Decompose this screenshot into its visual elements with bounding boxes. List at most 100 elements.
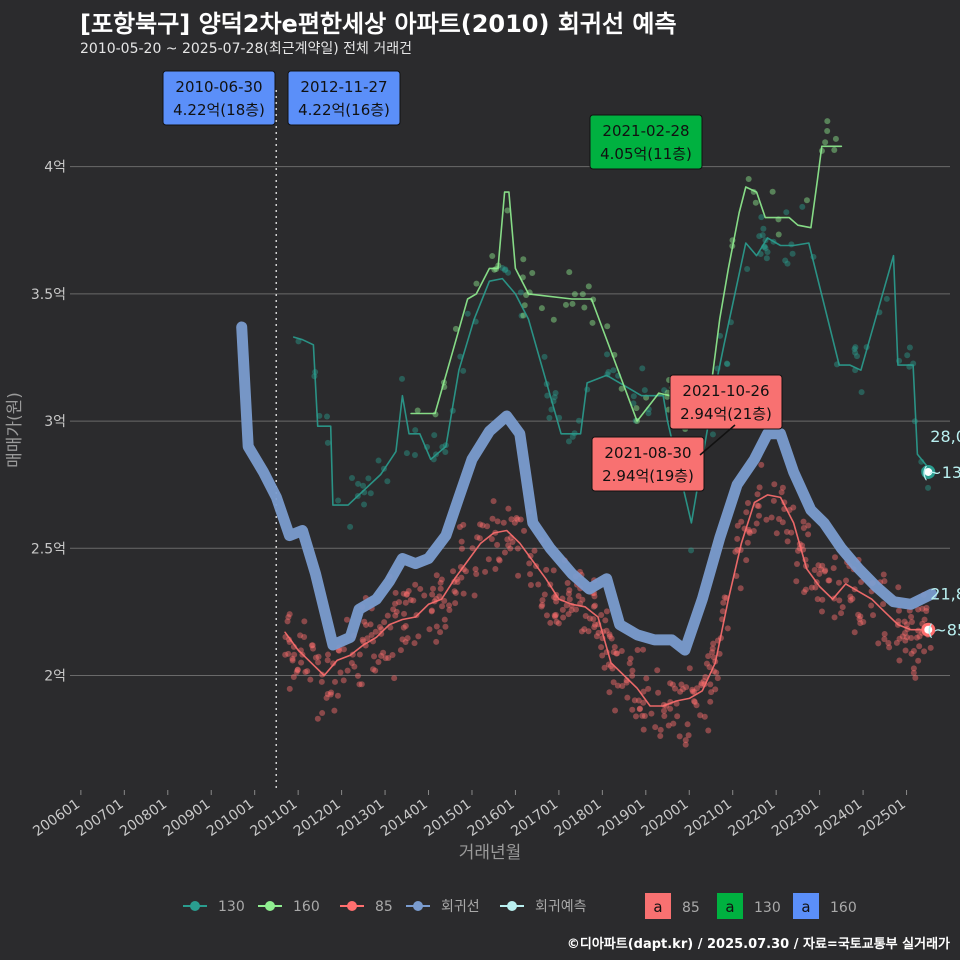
- transaction-dot-85: [460, 521, 467, 528]
- transaction-dot-85: [743, 509, 750, 516]
- transaction-dot-85: [492, 565, 499, 572]
- transaction-dot-85: [685, 732, 692, 739]
- transaction-dot-85: [654, 667, 661, 674]
- transaction-dot-85: [474, 534, 481, 541]
- transaction-dot-85: [763, 516, 770, 523]
- transaction-dot-85: [606, 689, 613, 696]
- transaction-dot-85: [401, 610, 408, 617]
- transaction-dot-85: [775, 516, 782, 523]
- transaction-dot-85: [484, 523, 491, 530]
- transaction-dot-85: [771, 481, 778, 488]
- legend-label: 85: [375, 899, 393, 915]
- transaction-dot-85: [724, 625, 731, 632]
- transaction-dot-160: [414, 407, 421, 414]
- transaction-dot-85: [402, 638, 409, 645]
- transaction-dot-85: [686, 665, 693, 672]
- transaction-dot-85: [472, 566, 479, 573]
- transaction-dot-85: [392, 589, 399, 596]
- x-tick-label: 201001: [204, 796, 257, 840]
- x-tick-label: 200901: [161, 796, 214, 840]
- transaction-dot-85: [469, 545, 476, 552]
- transaction-dot-85: [612, 707, 619, 714]
- x-tick-label: 201901: [595, 796, 648, 840]
- transaction-dot-85: [433, 572, 440, 579]
- transaction-dot-160: [803, 197, 810, 204]
- series-line-85: [284, 494, 933, 707]
- transaction-dot-130: [460, 367, 467, 374]
- transaction-dot-85: [910, 669, 917, 676]
- transaction-dot-85: [504, 536, 511, 543]
- transaction-dot-85: [698, 682, 705, 689]
- transaction-dot-85: [312, 654, 319, 661]
- y-axis-title: 매매가(원): [5, 392, 25, 468]
- transaction-dot-130: [335, 497, 342, 504]
- x-tick-label: 201301: [334, 796, 387, 840]
- transaction-dot-85: [832, 554, 839, 561]
- transaction-dot-130: [853, 353, 860, 360]
- transaction-dot-130: [789, 250, 796, 257]
- forecast-unit-label: (~130㎡): [922, 463, 960, 482]
- transaction-dot-85: [855, 611, 862, 618]
- transaction-dot-85: [573, 606, 580, 613]
- annotation-price: 4.22억(16층): [298, 101, 390, 119]
- transaction-dot-85: [610, 679, 617, 686]
- transaction-dot-85: [441, 597, 448, 604]
- transaction-dot-85: [645, 685, 652, 692]
- transaction-dot-85: [634, 647, 641, 654]
- transaction-dot-85: [330, 660, 337, 667]
- transaction-dot-85: [289, 657, 296, 664]
- transaction-dot-85: [385, 654, 392, 661]
- transaction-dot-85: [875, 640, 882, 647]
- transaction-dot-85: [415, 633, 422, 640]
- transaction-dot-130: [442, 448, 449, 455]
- transaction-dot-130: [399, 375, 406, 382]
- transaction-dot-85: [458, 538, 465, 545]
- transaction-dot-85: [756, 484, 763, 491]
- transaction-dot-85: [462, 568, 469, 575]
- transaction-dot-85: [582, 613, 589, 620]
- transaction-dot-85: [657, 726, 664, 733]
- transaction-dot-85: [324, 657, 331, 664]
- transaction-dot-85: [396, 599, 403, 606]
- transaction-dot-85: [451, 588, 458, 595]
- transaction-dot-85: [629, 667, 636, 674]
- transaction-dot-85: [482, 568, 489, 575]
- transaction-dot-85: [527, 571, 534, 578]
- transaction-dot-85: [294, 667, 301, 674]
- transaction-dot-85: [411, 640, 418, 647]
- transaction-dot-85: [817, 566, 824, 573]
- transaction-dot-85: [400, 624, 407, 631]
- transaction-dot-85: [489, 515, 496, 522]
- x-tick-label: 200601: [30, 796, 83, 840]
- transaction-dot-85: [697, 712, 704, 719]
- transaction-dot-85: [657, 733, 664, 740]
- annotation-box: 2021-08-30 2.94억(19층): [591, 436, 705, 492]
- transaction-dot-85: [672, 685, 679, 692]
- legend: 130 160 85 회귀선 회귀예측 a 85 a 130 a 160: [183, 893, 857, 919]
- transaction-dot-85: [838, 610, 845, 617]
- transaction-dot-85: [602, 617, 609, 624]
- transaction-dot-130: [347, 523, 354, 530]
- transaction-dot-85: [289, 655, 296, 662]
- transaction-dot-85: [590, 616, 597, 623]
- annotation-price: 4.05억(11층): [600, 145, 692, 163]
- transaction-dot-85: [437, 585, 444, 592]
- transaction-dot-85: [446, 602, 453, 609]
- transaction-dot-85: [677, 688, 684, 695]
- transaction-dot-85: [910, 647, 917, 654]
- transaction-dot-85: [805, 522, 812, 529]
- transaction-dot-85: [701, 713, 708, 720]
- annotation-price: 2.94억(21층): [680, 405, 772, 423]
- transaction-dot-85: [661, 712, 668, 719]
- transaction-dot-85: [315, 659, 322, 666]
- transaction-dot-85: [753, 520, 760, 527]
- transaction-dot-130: [858, 389, 865, 396]
- forecast-value-label: 21,800: [930, 585, 960, 604]
- transaction-dot-85: [450, 568, 457, 575]
- transaction-dot-160: [589, 319, 596, 326]
- transaction-dot-85: [552, 613, 559, 620]
- transaction-dot-85: [454, 578, 461, 585]
- transaction-dots: [282, 118, 934, 748]
- transaction-dot-85: [391, 675, 398, 682]
